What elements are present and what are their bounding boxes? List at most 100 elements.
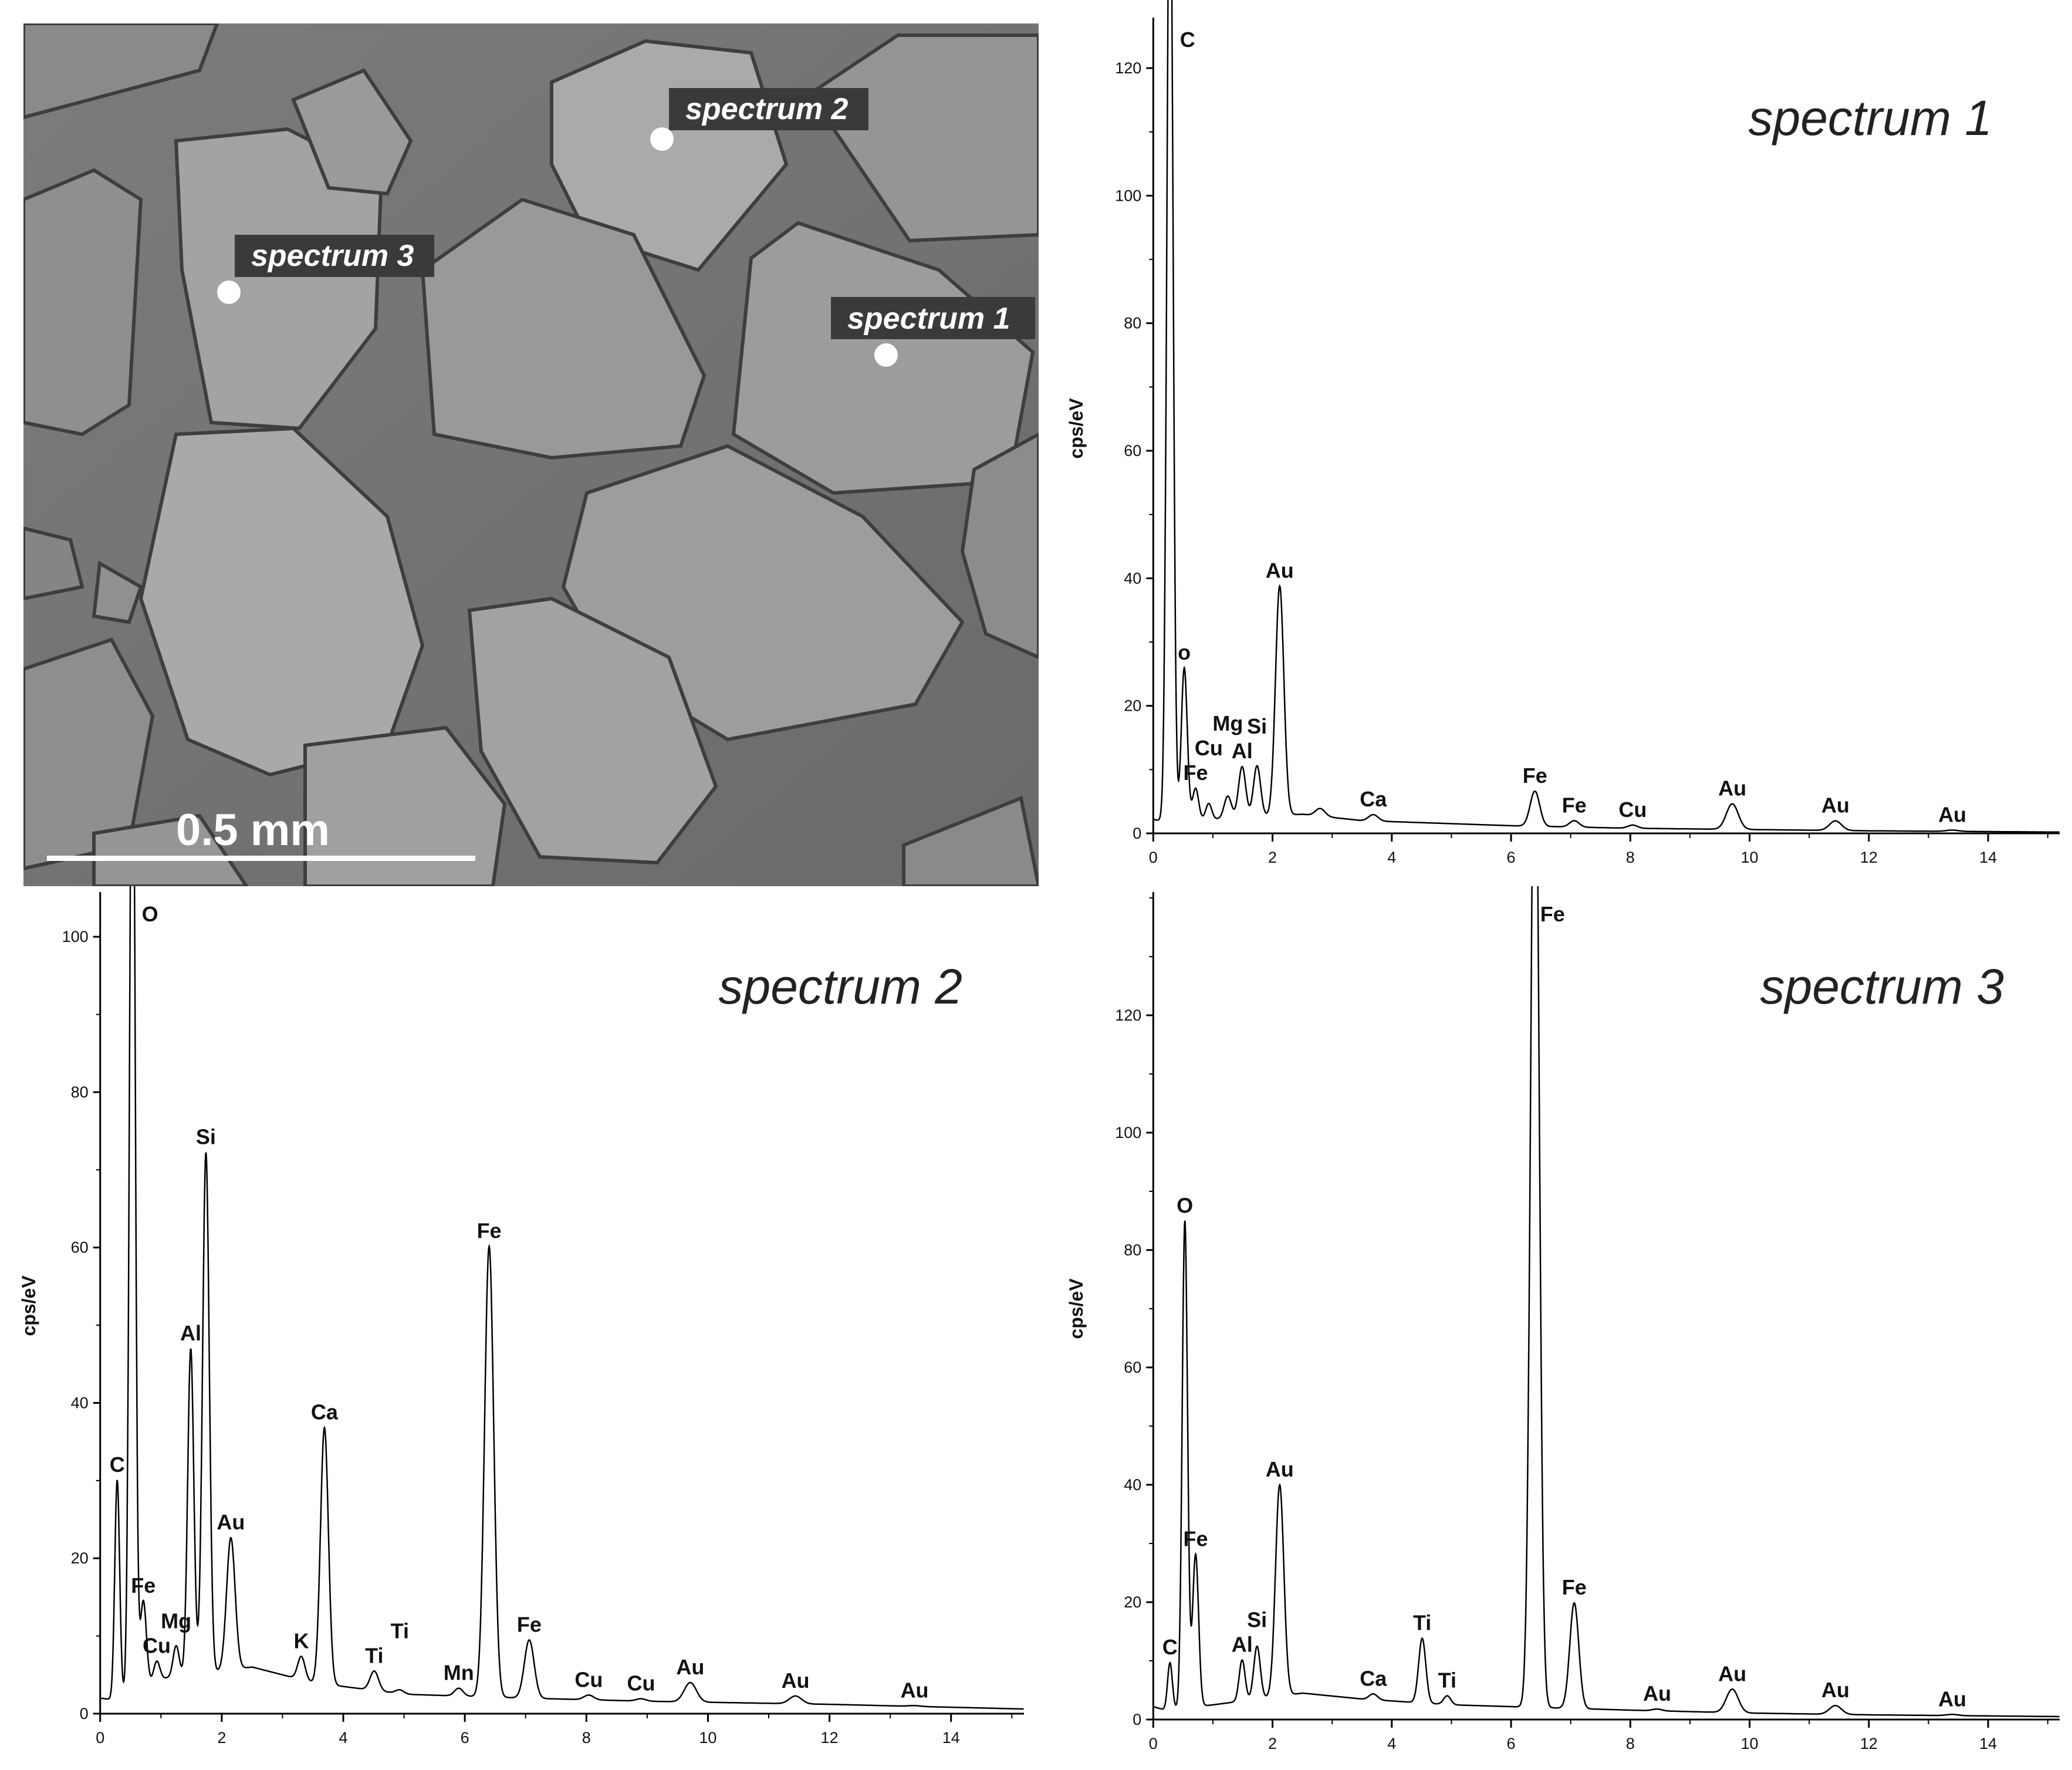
- peak-label: C: [1162, 1635, 1178, 1659]
- y-tick-label: 80: [71, 1083, 89, 1101]
- y-tick-label: 60: [71, 1239, 89, 1256]
- x-tick-label: 14: [1979, 849, 1997, 866]
- x-tick-label: 10: [699, 1729, 716, 1747]
- spot-label: spectrum 1: [847, 302, 1010, 336]
- peak-label: Fe: [477, 1219, 502, 1243]
- peak-label: Au: [1938, 1687, 1966, 1711]
- y-tick-label: 120: [1115, 59, 1141, 77]
- peak-label: Cu: [143, 1633, 171, 1657]
- spectrum-line: [1153, 886, 2060, 1718]
- spectrum-2-chart: spectrum 2 0 20 40 60 80 100 0 2 4 6 8 10 12 14 cps/eV C…: [0, 886, 1042, 1770]
- peak-label: Fe: [131, 1573, 156, 1597]
- x-tick-label: 2: [1268, 1735, 1277, 1752]
- peak-label: K: [294, 1629, 309, 1653]
- peak-label: C: [110, 1453, 125, 1477]
- peak-label: Cu: [1618, 798, 1647, 822]
- spectrum-1-svg: spectrum 1 0 20 40 60 80 100 120 0 2 4 6 8 10 12 14 cps/…: [1066, 0, 2060, 866]
- peak-label: Al: [180, 1321, 201, 1345]
- x-tick-label: 2: [1268, 849, 1277, 866]
- spot-spectrum-3: spectrum 3: [217, 235, 434, 304]
- x-tick-label: 10: [1741, 849, 1759, 866]
- peak-label: Au: [217, 1510, 245, 1534]
- peak-label: Au: [1718, 1661, 1746, 1685]
- x-tick-label: 10: [1741, 1735, 1759, 1752]
- y-tick-label: 100: [62, 928, 89, 945]
- y-tick-label: 0: [80, 1705, 89, 1722]
- sem-micrograph: spectrum 2 spectrum 3 spectrum 1 0.5 mm: [23, 23, 1039, 886]
- spot-spectrum-2: spectrum 2: [650, 88, 868, 151]
- y-tick-label: 80: [1124, 315, 1141, 332]
- sem-particles: [23, 23, 1039, 886]
- x-tick-label: 12: [1860, 849, 1878, 866]
- peak-label: Fe: [1523, 764, 1547, 788]
- x-tick-label: 6: [1507, 849, 1516, 866]
- y-tick-label: 40: [1124, 569, 1141, 587]
- peak-label: Mn: [444, 1661, 474, 1685]
- x-tick-label: 0: [96, 1729, 104, 1747]
- x-tick-label: 8: [582, 1729, 591, 1747]
- x-tick-label: 4: [1387, 1735, 1396, 1752]
- spot-label: spectrum 2: [685, 92, 849, 126]
- y-tick-label: 100: [1115, 187, 1141, 204]
- peak-label: Mg: [1212, 711, 1243, 735]
- x-tick-label: 4: [339, 1729, 347, 1747]
- spectrum-1-chart: spectrum 1 0 20 40 60 80 100 120 0 2 4 6 8 10 12 14 cps/…: [1042, 0, 2072, 886]
- x-tick-label: 0: [1149, 849, 1158, 866]
- y-axis-label: cps/eV: [18, 1275, 39, 1336]
- y-tick-label: 80: [1124, 1241, 1141, 1259]
- peak-label: Ti: [1438, 1668, 1456, 1693]
- peak-label: Au: [1821, 793, 1850, 818]
- y-axis-label: cps/eV: [1066, 1278, 1087, 1339]
- peak-label: o: [1178, 640, 1191, 664]
- peak-label: Ca: [1360, 1666, 1387, 1690]
- peak-label: Al: [1232, 1632, 1253, 1656]
- peak-label: Ti: [391, 1619, 409, 1643]
- peak-label: Cu: [574, 1667, 603, 1691]
- peak-label: Si: [1247, 1607, 1267, 1631]
- sem-image: spectrum 2 spectrum 3 spectrum 1 0.5 mm: [23, 23, 1039, 886]
- peak-label: Au: [1938, 802, 1966, 826]
- y-axis-label: cps/eV: [1066, 398, 1087, 459]
- peak-label: Fe: [1562, 793, 1587, 817]
- y-tick-label: 60: [1124, 1359, 1141, 1376]
- scale-bar: [47, 856, 475, 861]
- x-tick-label: 8: [1626, 849, 1635, 866]
- peak-label: Ti: [365, 1643, 383, 1667]
- spectrum-3-svg: spectrum 3 0 20 40 60 80 100 120 0 2 4 6 8 10 12 14 cps/…: [1066, 886, 2060, 1752]
- y-tick-label: 0: [1133, 825, 1141, 842]
- spectrum-3-chart: spectrum 3 0 20 40 60 80 100 120 0 2 4 6 8 10 12 14 cps/…: [1042, 886, 2072, 1770]
- peak-label: O: [142, 902, 158, 926]
- x-tick-label: 2: [217, 1729, 226, 1747]
- peak-label: Al: [1232, 739, 1253, 763]
- peak-label: Au: [901, 1678, 929, 1702]
- peak-label: Fe: [517, 1612, 542, 1636]
- peak-label: Ca: [311, 1400, 339, 1424]
- y-tick-label: 100: [1115, 1124, 1141, 1141]
- peak-label: Au: [676, 1655, 704, 1679]
- x-tick-label: 14: [1979, 1735, 1997, 1752]
- scale-bar-label: 0.5 mm: [176, 805, 330, 855]
- peak-label: Fe: [1540, 902, 1565, 926]
- peak-label: Cu: [627, 1671, 655, 1695]
- x-tick-label: 8: [1626, 1735, 1635, 1752]
- x-tick-label: 6: [461, 1729, 469, 1747]
- chart-title: spectrum 2: [719, 959, 963, 1014]
- x-tick-label: 14: [942, 1729, 960, 1747]
- peak-label: Ti: [1413, 1611, 1431, 1635]
- spot-label: spectrum 3: [251, 239, 414, 273]
- peak-label: Si: [196, 1125, 216, 1149]
- peak-label: C: [1180, 28, 1195, 52]
- y-tick-label: 20: [1124, 1593, 1141, 1611]
- y-tick-label: 20: [71, 1549, 89, 1567]
- x-tick-label: 0: [1149, 1735, 1158, 1752]
- peak-label: Au: [1266, 558, 1294, 582]
- peak-label: Au: [1266, 1457, 1294, 1481]
- x-tick-label: 4: [1387, 849, 1396, 866]
- y-tick-label: 40: [1124, 1476, 1141, 1494]
- y-tick-label: 20: [1124, 697, 1141, 715]
- peak-label: O: [1177, 1193, 1193, 1217]
- y-tick-label: 60: [1124, 442, 1141, 460]
- spectrum-line: [100, 886, 1024, 1710]
- y-tick-label: 0: [1133, 1711, 1141, 1728]
- peak-label: Fe: [1183, 1526, 1208, 1551]
